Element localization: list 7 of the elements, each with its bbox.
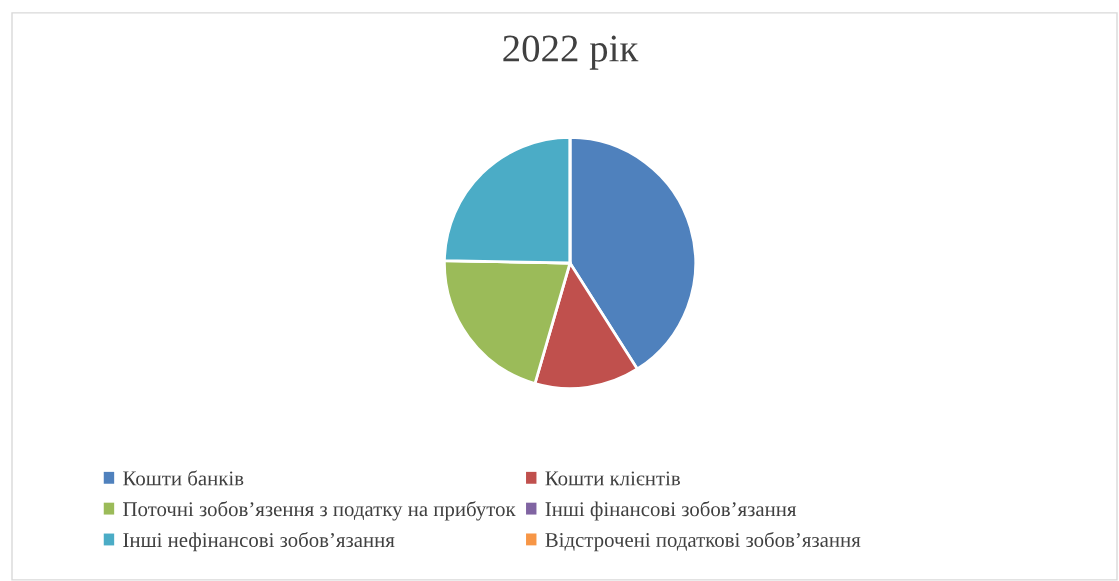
legend-label: Відстрочені податкові зобов’язання — [545, 531, 861, 552]
legend-label: Поточні зобов’язення з податку на прибуток — [123, 501, 516, 521]
legend-label: Кошти банків — [123, 470, 244, 486]
chart-title: 2022 рік — [503, 35, 639, 70]
legend-label: Інші фінансові зобов’язання — [545, 501, 797, 521]
legend-label: Кошти клієнтів — [545, 471, 680, 486]
legend-label: Інші нефінансові зобов’язання — [123, 531, 395, 552]
